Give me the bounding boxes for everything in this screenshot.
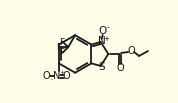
Text: O: O xyxy=(99,26,107,36)
Text: S: S xyxy=(98,63,105,73)
Text: +: + xyxy=(103,36,109,42)
Text: N: N xyxy=(53,71,61,81)
Text: O: O xyxy=(127,46,135,56)
Text: -: - xyxy=(106,24,109,33)
Text: O: O xyxy=(63,71,70,81)
Text: -: - xyxy=(50,77,53,82)
Text: O: O xyxy=(42,71,50,81)
Text: F: F xyxy=(56,43,61,52)
Text: +: + xyxy=(59,70,64,75)
Text: O: O xyxy=(116,63,124,73)
Text: F: F xyxy=(59,48,64,57)
Text: F: F xyxy=(59,38,64,47)
Text: N: N xyxy=(98,36,106,46)
